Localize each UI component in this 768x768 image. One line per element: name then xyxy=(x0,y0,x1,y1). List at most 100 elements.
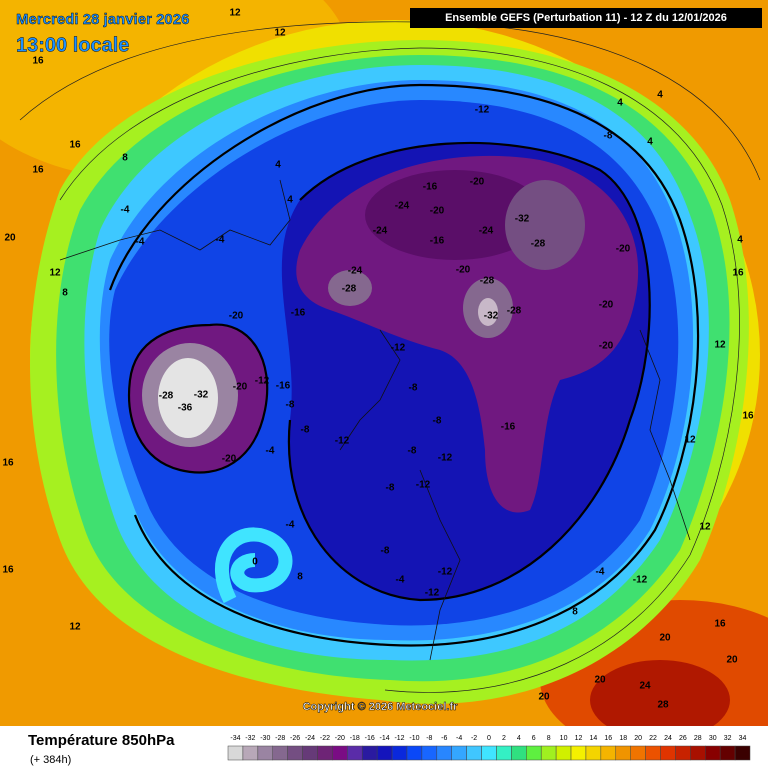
colorbar-swatch xyxy=(406,745,423,761)
hot-core xyxy=(590,660,730,726)
contour-label: -8 xyxy=(386,483,395,494)
colorbar-tick-label: -26 xyxy=(290,735,300,742)
colorbar-swatch xyxy=(705,745,721,761)
colorbar-tick-label: 32 xyxy=(724,735,732,742)
colorbar-tick-label: 8 xyxy=(547,735,551,742)
colorbar-tick-label: 20 xyxy=(634,735,642,742)
colorbar-tick-label: -14 xyxy=(380,735,390,742)
legend-panel: Température 850hPa (+ 384h) -34 -32 -30 -28… xyxy=(0,726,768,768)
colorbar-tick-label: -16 xyxy=(365,735,375,742)
colorbar-tick-label: 24 xyxy=(664,735,672,742)
colorbar-swatch xyxy=(317,745,333,761)
contour-label: -20 xyxy=(599,341,614,352)
colorbar-swatch xyxy=(690,745,706,761)
colorbar-swatch xyxy=(421,745,438,761)
contour-label: 12 xyxy=(49,268,61,279)
contour-label: 20 xyxy=(726,655,738,666)
colorbar-swatch xyxy=(347,745,363,761)
colorbar-tick-label: -20 xyxy=(335,735,345,742)
colorbar-tick-label: 22 xyxy=(649,735,657,742)
contour-label: -20 xyxy=(599,300,614,311)
contour-label: -16 xyxy=(501,422,516,433)
contour-label: 20 xyxy=(594,675,606,686)
colorbar-tick-label: -24 xyxy=(305,735,315,742)
contour-label: 16 xyxy=(69,140,81,151)
colorbar-tick-label: -8 xyxy=(426,735,432,742)
contour-label: -12 xyxy=(425,588,440,599)
contour-label: 8 xyxy=(297,572,303,583)
colorbar-swatch xyxy=(272,745,288,761)
colorbar-tick-label: -18 xyxy=(350,735,360,742)
contour-label: 8 xyxy=(122,153,128,164)
contour-label: -8 xyxy=(433,416,442,427)
contour-label: -12 xyxy=(391,343,406,354)
contour-label: -28 xyxy=(531,239,546,250)
contour-label: 4 xyxy=(617,98,623,109)
core-violet xyxy=(505,180,585,270)
contour-label: 4 xyxy=(737,235,743,246)
colorbar-swatch xyxy=(719,745,736,761)
contour-line xyxy=(108,83,700,647)
core-violet-3 xyxy=(328,270,372,306)
colorbar-tick-label: 10 xyxy=(560,735,568,742)
colorbar-tick-label: -22 xyxy=(320,735,330,742)
colorbar-tick-label: -10 xyxy=(409,735,419,742)
colorbar-tick-label: 18 xyxy=(619,735,627,742)
map-date: Mercredi 28 janvier 2026 xyxy=(16,11,189,28)
contour-label: -20 xyxy=(233,382,248,393)
contour-label: -4 xyxy=(396,575,405,586)
colorbar-tick-label: 34 xyxy=(739,735,747,742)
model-banner xyxy=(410,8,762,28)
contour-label: -8 xyxy=(409,383,418,394)
colorbar-swatch xyxy=(376,745,393,761)
contour-label: 16 xyxy=(714,619,726,630)
contour-label: -16 xyxy=(430,236,445,247)
contour-label: 16 xyxy=(2,458,14,469)
contour-line xyxy=(287,141,651,602)
contour-label: -20 xyxy=(616,244,631,255)
contour-label: -16 xyxy=(276,381,291,392)
coastline xyxy=(59,179,691,661)
colorbar-tick-label: 4 xyxy=(517,735,521,742)
colorbar-swatch xyxy=(391,745,408,761)
contour-label: -20 xyxy=(470,177,485,188)
contour-label: -28 xyxy=(159,391,174,402)
colorbar-swatch xyxy=(436,745,452,761)
contour-label: -24 xyxy=(395,201,410,212)
model-info: Ensemble GEFS (Perturbation 11) - 12 Z d… xyxy=(445,12,727,24)
colorbar-swatch xyxy=(287,745,303,761)
colorbar-swatch xyxy=(555,745,572,761)
contour-label: 12 xyxy=(274,28,286,39)
contour-label: -20 xyxy=(456,265,471,276)
contour-label: -12 xyxy=(255,376,270,387)
colorbar: -34 -32 -30 -28 -26 -24 -22 -20 -18 -16 -14 -12 -10-… xyxy=(227,735,751,761)
contour-label: 8 xyxy=(62,288,68,299)
colorbar-tick-label: -30 xyxy=(260,735,270,742)
colorbar-swatch xyxy=(600,745,617,761)
colorbar-swatch xyxy=(302,745,318,761)
colorbar-tick-label: -4 xyxy=(456,735,462,742)
colorbar-swatch xyxy=(526,745,542,761)
colorbar-tick-label: -12 xyxy=(394,735,404,742)
contour-label: -8 xyxy=(408,446,417,457)
contour-label: 8 xyxy=(572,607,578,618)
colorbar-swatch xyxy=(660,745,676,761)
contour-label: -12 xyxy=(633,575,648,586)
colorbar-swatch xyxy=(332,745,348,761)
contour-label: -16 xyxy=(291,308,306,319)
contour-label: -8 xyxy=(604,131,613,142)
contour-label: -8 xyxy=(301,425,310,436)
contour-label: -12 xyxy=(475,105,490,116)
contour-label: 28 xyxy=(657,700,669,711)
colorbar-tick-label: -28 xyxy=(275,735,285,742)
contour-label: 0 xyxy=(252,557,258,568)
colorbar-tick-label: -6 xyxy=(441,735,447,742)
contour-label: -12 xyxy=(335,436,350,447)
contour-label: -8 xyxy=(381,546,390,557)
contour-label: 4 xyxy=(287,195,293,206)
contour-label: -32 xyxy=(515,214,530,225)
contour-line xyxy=(128,323,269,474)
contour-label: 24 xyxy=(639,681,651,692)
